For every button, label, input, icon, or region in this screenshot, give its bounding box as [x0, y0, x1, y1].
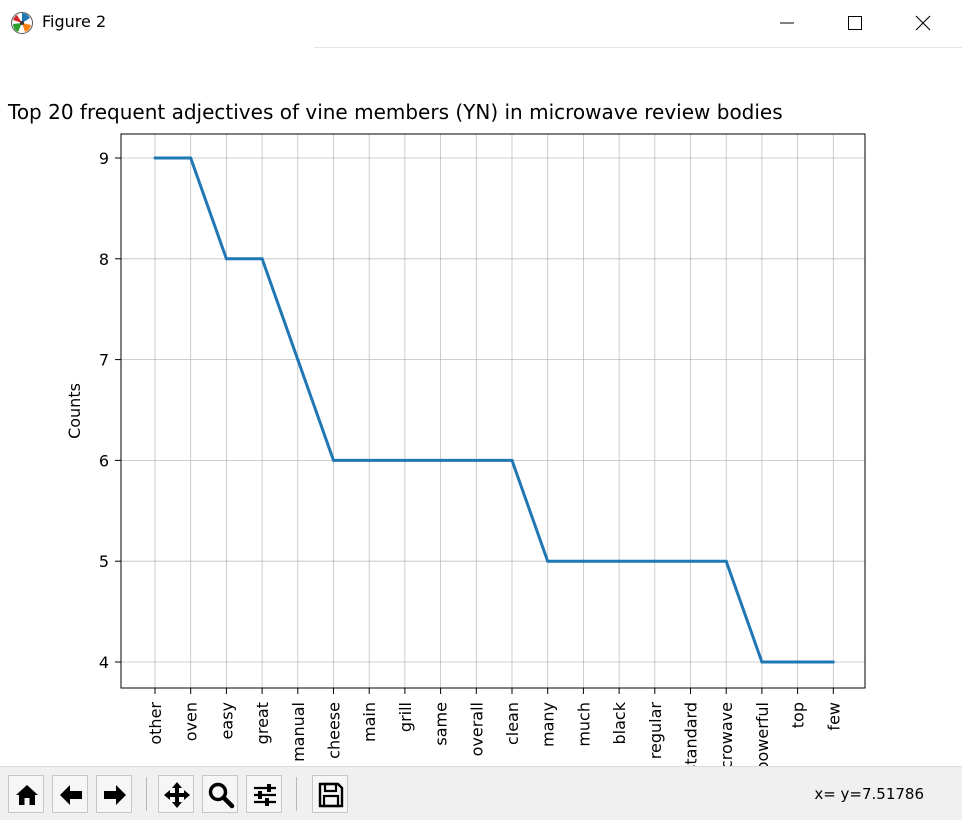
arrow-right-icon	[104, 785, 126, 805]
x-tick-label: few	[824, 702, 843, 731]
toolbar-separator	[296, 777, 297, 811]
x-tick-label: main	[360, 702, 379, 742]
y-tick-label: 9	[99, 149, 109, 168]
y-tick-label: 6	[99, 451, 109, 470]
data-point-few	[831, 660, 835, 664]
save-button[interactable]	[312, 775, 348, 813]
close-icon	[915, 15, 931, 31]
sliders-icon	[254, 784, 276, 806]
cursor-coordinates: x= y=7.51786	[814, 785, 924, 803]
close-button[interactable]	[900, 0, 946, 47]
data-point-easy	[224, 257, 228, 261]
configure-subplots-button[interactable]	[246, 775, 282, 813]
data-point-many	[546, 559, 550, 563]
y-axis-label: Counts	[65, 383, 84, 439]
y-tick-label: 8	[99, 250, 109, 269]
minimize-icon	[780, 22, 794, 24]
data-point-manual	[296, 358, 300, 362]
y-tick-label: 7	[99, 351, 109, 370]
x-tick-label: oven	[182, 702, 201, 741]
data-point-main	[367, 458, 371, 462]
data-point-great	[260, 257, 264, 261]
minimize-button[interactable]	[764, 0, 810, 47]
y-tick-label: 4	[99, 653, 109, 672]
figure-canvas[interactable]	[0, 48, 962, 766]
toolbar-separator	[146, 777, 147, 811]
x-tick-label: manual	[289, 702, 308, 762]
titlebar-divider	[314, 47, 962, 48]
x-tick-label: much	[574, 702, 593, 747]
x-tick-label: easy	[217, 702, 236, 739]
data-point-other	[153, 156, 157, 160]
x-tick-label: clean	[503, 702, 522, 745]
data-point-grill	[403, 458, 407, 462]
x-tick-label: same	[432, 702, 451, 746]
data-point-oven	[189, 156, 193, 160]
data-point-microwave	[724, 559, 728, 563]
x-tick-label: standard	[682, 702, 701, 766]
x-tick-label: overall	[467, 702, 486, 756]
maximize-icon	[848, 16, 862, 30]
x-tick-label: powerful	[753, 702, 772, 766]
x-tick-label: top	[789, 702, 808, 728]
x-tick-label: regular	[646, 702, 665, 760]
data-point-regular	[653, 559, 657, 563]
axes-frame	[120, 133, 866, 689]
x-tick-label: cheese	[325, 702, 344, 759]
data-point-standard	[689, 559, 692, 563]
line-chart[interactable]: 4 5 6 7 8 9 other oven easy great manual cheese main…	[0, 48, 962, 766]
pan-button[interactable]	[158, 775, 194, 813]
data-point-overall	[474, 458, 478, 462]
x-tick-label: great	[253, 702, 272, 744]
matplotlib-icon	[11, 12, 33, 34]
navigation-toolbar: x= y=7.51786	[0, 766, 962, 820]
data-point-black	[617, 559, 621, 563]
data-point-top	[796, 660, 800, 664]
back-button[interactable]	[52, 775, 88, 813]
magnifier-icon	[208, 782, 235, 809]
y-tick-label: 5	[99, 552, 109, 571]
home-icon	[16, 785, 38, 805]
x-tick-label: many	[539, 702, 558, 747]
forward-button[interactable]	[96, 775, 132, 813]
floppy-disk-icon	[318, 782, 344, 808]
x-tick-label: microwave	[717, 702, 736, 766]
maximize-button[interactable]	[832, 0, 878, 47]
window-titlebar: Figure 2	[0, 0, 962, 47]
x-tick-label: other	[146, 702, 165, 745]
move-icon	[164, 782, 190, 808]
window-title: Figure 2	[42, 12, 107, 31]
x-tick-label: black	[610, 701, 629, 744]
data-point-cheese	[332, 458, 335, 462]
data-point-much	[581, 559, 585, 563]
arrow-left-icon	[60, 785, 82, 805]
series-line	[155, 156, 834, 664]
data-point-clean	[510, 458, 514, 462]
data-point-powerful	[760, 660, 764, 664]
x-tick-label: grill	[396, 702, 415, 732]
chart-title: Top 20 frequent adjectives of vine membe…	[7, 100, 783, 124]
data-point-same	[439, 458, 443, 462]
home-button[interactable]	[8, 775, 44, 813]
zoom-button[interactable]	[202, 775, 238, 813]
